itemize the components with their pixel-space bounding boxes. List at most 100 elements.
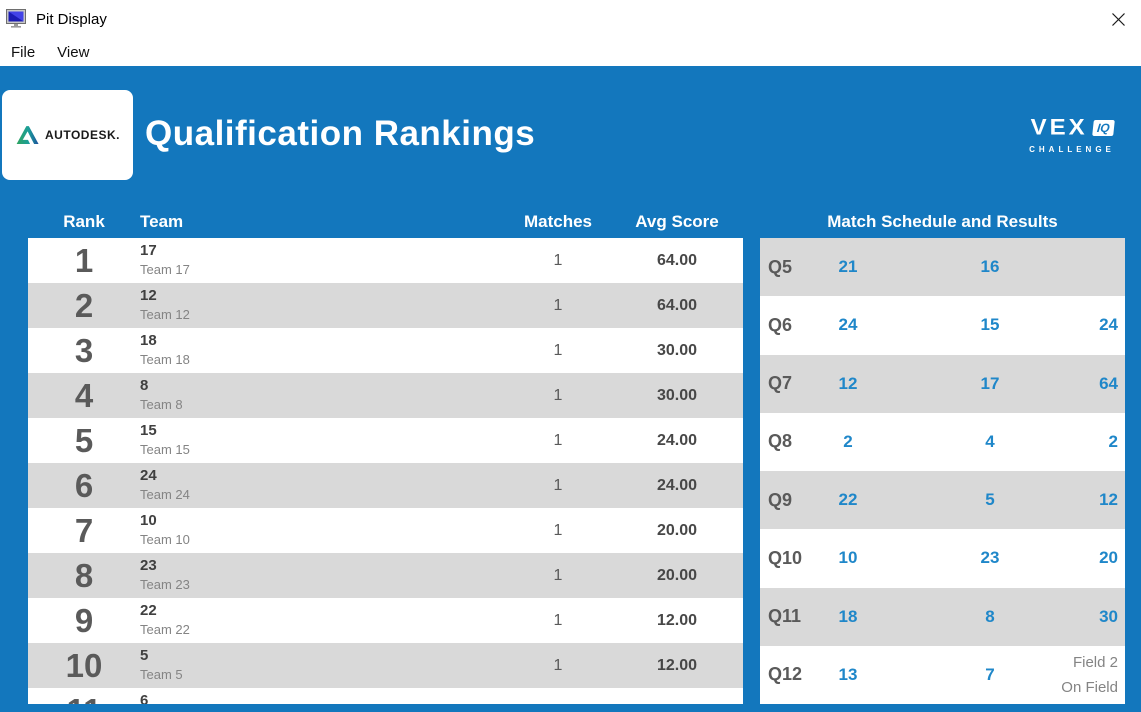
team-cell: 22 Team 22 [140,598,488,643]
match-team-red: 2 [843,431,853,451]
team-number: 23 [140,557,157,574]
matches-value: 1 [553,521,563,539]
match-result-cell: Field 2 On Field [1061,646,1118,704]
match-score: 2 [1108,431,1118,451]
table-row: 8 23 Team 23 1 20.00 [28,553,743,598]
avg-score-value: 30.00 [656,341,698,359]
team-number: 22 [140,602,157,619]
matches-value: 1 [553,611,563,629]
match-team-blue: 7 [985,664,995,684]
avg-score-value: 20.00 [656,521,698,539]
avg-score-value: 30.00 [656,386,698,404]
rank-value: 4 [74,377,94,414]
team-cell: 6 Team 6 [140,688,488,704]
menu-view[interactable]: View [57,43,90,61]
rank-value: 2 [74,287,94,324]
match-label: Q12 [768,664,803,685]
autodesk-mark-icon [15,125,41,145]
match-score: 12 [1099,490,1118,510]
table-row: 3 18 Team 18 1 30.00 [28,328,743,373]
match-team-blue: 4 [985,431,995,451]
team-number: 8 [140,377,149,394]
match-result-cell: 30 [1099,588,1118,646]
vexiq-logo: VEX IQ CHALLENGE [1017,114,1127,154]
match-team-red: 22 [838,490,858,510]
match-row: Q9 22 5 12 [760,471,1125,530]
autodesk-wordmark: AUTODESK. [45,128,120,142]
match-row: Q11 18 8 30 [760,587,1125,646]
column-header-rank: Rank [63,212,105,231]
team-cell: 15 Team 15 [140,418,488,463]
matches-value: 1 [488,688,628,705]
team-name: Team 5 [140,667,183,682]
match-row: Q12 13 7 Field 2 On Field [760,645,1125,704]
match-team-blue: 5 [985,490,995,510]
team-name: Team 10 [140,532,190,547]
schedule-table: Q5 21 16 Q6 24 15 24 Q7 12 17 64 Q8 2 4 [760,238,1125,704]
rank-value: 3 [74,332,94,369]
rank-value: 7 [74,512,94,549]
vex-wordmark: VEX [1030,115,1088,140]
title-bar: Pit Display [0,0,1141,38]
match-score: 24 [1099,315,1118,335]
table-row: 7 10 Team 10 1 20.00 [28,508,743,553]
team-number: 15 [140,422,157,439]
match-team-red: 18 [838,606,858,626]
matches-value: 1 [553,431,563,449]
match-label: Q9 [768,489,793,510]
rank-value: 5 [74,422,94,459]
match-row: Q7 12 17 64 [760,354,1125,413]
match-result-cell: 2 [1109,413,1118,471]
match-status-line2: On Field [1061,678,1118,696]
match-team-blue: 8 [985,606,995,626]
match-row: Q5 21 16 [760,238,1125,297]
team-number: 12 [140,287,157,304]
menu-file[interactable]: File [11,43,36,61]
menu-bar: File View [0,38,1141,66]
avg-score-value: 64.00 [656,251,698,269]
team-number: 18 [140,332,157,349]
rank-value: 9 [74,602,94,639]
rank-value: 8 [74,557,94,594]
match-team-blue: 16 [980,257,1000,277]
team-cell: 10 Team 10 [140,508,488,553]
team-cell: 8 Team 8 [140,373,488,418]
match-row: Q10 10 23 20 [760,529,1125,588]
matches-value: 1 [553,566,563,584]
match-score: 30 [1099,606,1118,626]
team-name: Team 17 [140,262,190,277]
rank-value: 11 [28,688,140,704]
table-row: 6 24 Team 24 1 24.00 [28,463,743,508]
rankings-header-row: Rank Team Matches Avg Score [28,206,743,238]
match-status-line1: Field 2 [1072,653,1118,671]
team-cell: 5 Team 5 [140,643,488,688]
match-result-cell: 20 [1099,529,1118,587]
team-name: Team 23 [140,577,190,592]
avg-score-value: 24.00 [656,431,698,449]
team-name: Team 24 [140,487,190,502]
column-header-team: Team [140,212,184,231]
table-row: 4 8 Team 8 1 30.00 [28,373,743,418]
match-result-cell: 12 [1099,471,1118,529]
close-icon[interactable] [1103,6,1133,32]
avg-score-value: 12.00 [656,656,698,674]
table-row: 5 15 Team 15 1 24.00 [28,418,743,463]
match-label: Q5 [768,256,793,277]
match-result-cell: 24 [1099,296,1118,354]
team-name: Team 22 [140,622,190,637]
rank-value: 1 [74,242,94,279]
table-row: 1 17 Team 17 1 64.00 [28,238,743,283]
team-name: Team 15 [140,442,190,457]
matches-value: 1 [553,656,563,674]
team-cell: 24 Team 24 [140,463,488,508]
match-team-red: 24 [838,315,858,335]
monitor-icon [6,7,28,31]
match-label: Q8 [768,431,793,452]
matches-value: 1 [553,476,563,494]
vex-challenge-label: CHALLENGE [1029,145,1115,154]
match-team-blue: 15 [980,315,1000,335]
team-cell: 18 Team 18 [140,328,488,373]
team-cell: 23 Team 23 [140,553,488,598]
match-score: 20 [1099,548,1118,568]
team-cell: 12 Team 12 [140,283,488,328]
